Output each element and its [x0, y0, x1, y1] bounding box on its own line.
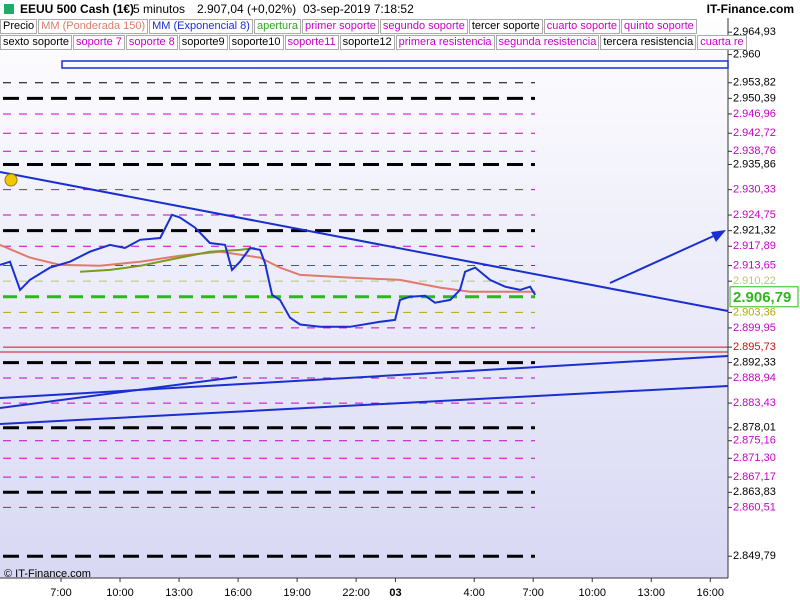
y-tick-label: 2.953,82 [733, 77, 776, 89]
arrow [609, 233, 719, 284]
y-tick-label: 2.903,36 [733, 306, 776, 318]
instrument: EEUU 500 Cash (1€) [20, 2, 135, 16]
trendline [0, 171, 729, 312]
y-tick-label: 2.921,32 [733, 225, 776, 237]
legend-item[interactable]: tercer soporte [468, 19, 543, 34]
legend-row: sexto soporte soporte 7 soporte 8 soporte9 s… [0, 35, 748, 50]
series-line [0, 243, 536, 293]
current-price-box [729, 286, 799, 308]
header: EEUU 500 Cash (1€) 5 minutos 2.907,04 (+… [0, 0, 800, 18]
x-tick-label: 10:00 [578, 587, 606, 599]
y-tick-label: 2.924,75 [733, 209, 776, 221]
legend-item[interactable]: apertura [253, 19, 301, 34]
legend-row: Precio MM (Ponderada 150) MM (Exponencial … [0, 19, 698, 34]
y-tick-label: 2.935,86 [733, 158, 776, 170]
y-tick-label: 2.875,16 [733, 435, 776, 447]
y-tick-label: 2.938,76 [733, 145, 776, 157]
y-tick-label: 2.878,01 [733, 422, 776, 434]
alert-icon[interactable] [4, 173, 18, 187]
current-price-label: 2.906,79 [733, 289, 791, 306]
legend-item[interactable]: soporte10 [228, 35, 284, 50]
x-tick-label: 13:00 [637, 587, 665, 599]
y-tick-label: 2.888,94 [733, 372, 776, 384]
legend-item[interactable]: MM (Ponderada 150) [38, 19, 149, 34]
series-line [80, 247, 256, 273]
legend-item[interactable]: soporte9 [178, 35, 228, 50]
y-tick-label: 2.910,22 [733, 275, 776, 287]
legend-item[interactable]: MM (Exponencial 8) [149, 19, 253, 34]
legend-item[interactable]: Precio [0, 19, 38, 34]
icon [4, 4, 14, 14]
x-tick-label: 16:00 [224, 587, 252, 599]
x-tick-label: 4:00 [463, 587, 484, 599]
x-tick-label: 13:00 [165, 587, 193, 599]
trendlines [0, 171, 729, 425]
trendline [0, 376, 238, 409]
y-tick-label: 2.863,83 [733, 486, 776, 498]
legend-item[interactable]: primera resistencia [395, 35, 495, 50]
legend-item[interactable]: quinto soporte [621, 19, 697, 34]
y-tick-label: 2.930,33 [733, 184, 776, 196]
x-tick-label: 19:00 [283, 587, 311, 599]
y-tick-label: 2.899,95 [733, 322, 776, 334]
series-line [0, 213, 537, 328]
y-tick-label: 2.913,65 [733, 259, 776, 271]
trendline [0, 385, 729, 425]
footer: © IT-Finance.com [4, 568, 91, 580]
drawn-box [61, 60, 729, 69]
arrow-head [711, 230, 726, 242]
y-tick-label: 2.849,79 [733, 550, 776, 562]
levels [3, 82, 728, 558]
brand: IT-Finance.com [706, 2, 794, 16]
legend-item[interactable]: cuarto soporte [543, 19, 621, 34]
legend-item[interactable]: soporte 7 [73, 35, 125, 50]
legend-item[interactable]: primer soporte [301, 19, 379, 34]
x-tick-label: 7:00 [522, 587, 543, 599]
legend-item[interactable]: soporte11 [284, 35, 339, 50]
y-tick-label: 2.860,51 [733, 501, 776, 513]
y-tick-label: 2.960 [733, 49, 761, 61]
axes: 2.964,932.9602.953,822.950,392.946,962.9… [50, 26, 799, 599]
y-tick-label: 2.892,33 [733, 356, 776, 368]
interval: 5 minutos [133, 2, 186, 16]
price: 2.907,04 (+0,02%) [197, 2, 297, 16]
datetime: 03-sep-2019 7:18:52 [303, 2, 414, 16]
series-group [0, 213, 537, 328]
y-tick-label: 2.917,89 [733, 240, 776, 252]
legend-item[interactable]: tercera resistencia [600, 35, 697, 50]
x-tick-label: 7:00 [50, 587, 71, 599]
y-tick-label: 2.942,72 [733, 127, 776, 139]
legend-item[interactable]: soporte12 [339, 35, 395, 50]
legend-item[interactable]: cuarta re [697, 35, 747, 50]
x-tick-label: 22:00 [342, 587, 370, 599]
legend-item[interactable]: segundo soporte [379, 19, 468, 34]
y-tick-label: 2.883,43 [733, 397, 776, 409]
y-tick-label: 2.867,17 [733, 471, 776, 483]
legend-item[interactable]: sexto soporte [0, 35, 73, 50]
legend-item[interactable]: segunda resistencia [495, 35, 600, 50]
y-tick-label: 2.871,30 [733, 452, 776, 464]
y-tick-label: 2.946,96 [733, 108, 776, 120]
trendline [0, 355, 729, 399]
y-tick-label: 2.950,39 [733, 92, 776, 104]
legend-item[interactable]: soporte 8 [125, 35, 178, 50]
x-tick-label: 16:00 [697, 587, 725, 599]
x-tick-label: 03 [389, 587, 401, 599]
y-tick-label: 2.895,73 [733, 341, 776, 353]
x-tick-label: 10:00 [106, 587, 134, 599]
plot-background [0, 0, 728, 578]
